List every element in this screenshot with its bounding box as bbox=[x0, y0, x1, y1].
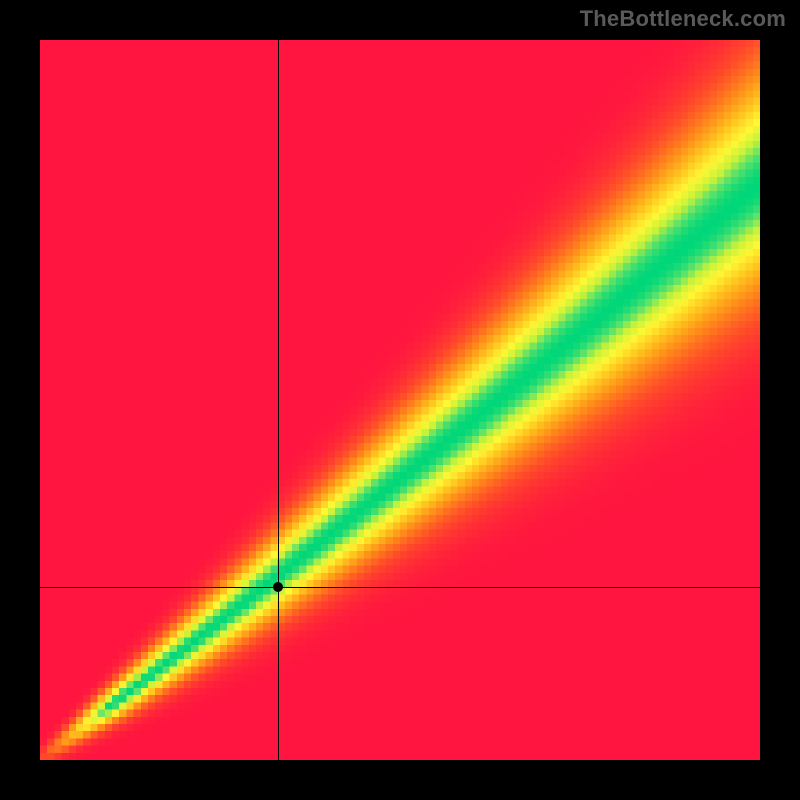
crosshair-marker-dot bbox=[273, 582, 283, 592]
crosshair-horizontal bbox=[40, 587, 760, 588]
heatmap-plot bbox=[40, 40, 760, 760]
watermark-text: TheBottleneck.com bbox=[580, 6, 786, 32]
heatmap-canvas bbox=[40, 40, 760, 760]
crosshair-vertical bbox=[278, 40, 279, 760]
